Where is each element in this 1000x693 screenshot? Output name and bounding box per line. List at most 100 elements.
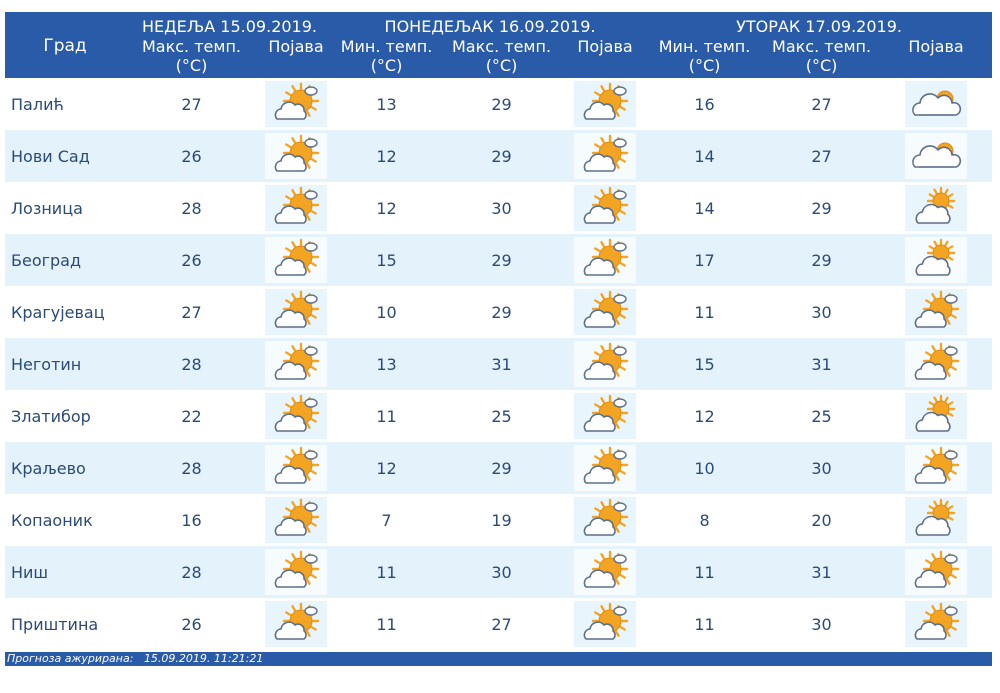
cloudy-icon <box>905 133 968 179</box>
sun-cloud-icon <box>574 341 637 387</box>
sun-cloud-icon <box>905 341 968 387</box>
city-name: Крагујевац <box>5 286 125 338</box>
table-row: Београд 26 15 29 17 29 <box>5 234 993 286</box>
table-row: Нови Сад 26 12 29 14 27 <box>5 130 993 182</box>
day2-weather-header: Појава <box>564 37 647 78</box>
day3-max-temp: 29 <box>763 182 881 234</box>
day3-max-temp: 27 <box>763 78 881 130</box>
city-name: Приштина <box>5 598 125 650</box>
day2-min-temp-header: Мин. темп. (°C) <box>334 37 440 78</box>
day2-min-temp: 11 <box>334 390 440 442</box>
city-name: Београд <box>5 234 125 286</box>
day3-max-temp: 30 <box>763 286 881 338</box>
table-row: Приштина 26 11 27 11 30 <box>5 598 993 650</box>
partly-cloudy-icon <box>905 185 968 231</box>
day3-weather-icon-cell <box>880 182 993 234</box>
day2-weather-icon-cell <box>564 182 647 234</box>
sun-cloud-icon <box>905 601 968 647</box>
day1-weather-icon-cell <box>258 130 335 182</box>
sun-cloud-icon <box>265 445 327 491</box>
table-row: Крагујевац 27 10 29 11 30 <box>5 286 993 338</box>
day3-weather-icon-cell <box>880 390 993 442</box>
day2-weather-icon-cell <box>564 442 647 494</box>
day2-title: ПОНЕДЕЉАК 16.09.2019. <box>334 12 647 37</box>
forecast-table: Град НЕДЕЉА 15.09.2019. ПОНЕДЕЉАК 16.09.… <box>5 12 993 650</box>
day1-max-temp: 26 <box>125 234 258 286</box>
day1-max-temp: 27 <box>125 78 258 130</box>
day3-max-temp: 27 <box>763 130 881 182</box>
partly-cloudy-icon <box>905 393 968 439</box>
city-name: Нови Сад <box>5 130 125 182</box>
day3-min-temp: 10 <box>646 442 764 494</box>
sun-cloud-icon <box>265 237 327 283</box>
sun-cloud-icon <box>265 549 327 595</box>
day1-weather-icon-cell <box>258 390 335 442</box>
day3-min-temp: 15 <box>646 338 764 390</box>
sun-cloud-icon <box>574 497 637 543</box>
day3-weather-icon-cell <box>880 442 993 494</box>
day2-min-temp: 12 <box>334 182 440 234</box>
table-row: Палић 27 13 29 16 27 <box>5 78 993 130</box>
day2-max-temp: 27 <box>439 598 565 650</box>
table-row: Краљево 28 12 29 10 30 <box>5 442 993 494</box>
day2-max-temp: 29 <box>439 234 565 286</box>
day2-max-temp: 29 <box>439 286 565 338</box>
day2-max-temp: 19 <box>439 494 565 546</box>
day3-max-temp: 25 <box>763 390 881 442</box>
sun-cloud-icon <box>574 133 637 179</box>
forecast-table-container: Град НЕДЕЉА 15.09.2019. ПОНЕДЕЉАК 16.09.… <box>5 12 993 650</box>
day3-min-temp: 11 <box>646 546 764 598</box>
day3-min-temp: 16 <box>646 78 764 130</box>
footer-timestamp: 15.09.2019. 11:21:21 <box>143 652 264 665</box>
table-row: Неготин 28 13 31 15 31 <box>5 338 993 390</box>
day2-min-temp: 7 <box>334 494 440 546</box>
day2-weather-icon-cell <box>564 390 647 442</box>
day2-max-temp: 29 <box>439 442 565 494</box>
day2-min-temp: 12 <box>334 130 440 182</box>
day2-max-temp: 25 <box>439 390 565 442</box>
day2-weather-icon-cell <box>564 338 647 390</box>
day1-weather-icon-cell <box>258 182 335 234</box>
day1-weather-icon-cell <box>258 546 335 598</box>
day3-weather-icon-cell <box>880 234 993 286</box>
sun-cloud-icon <box>905 289 968 335</box>
day2-min-temp: 10 <box>334 286 440 338</box>
day1-max-temp: 26 <box>125 130 258 182</box>
day1-max-temp: 27 <box>125 286 258 338</box>
table-row: Ниш 28 11 30 11 31 <box>5 546 993 598</box>
city-name: Копаоник <box>5 494 125 546</box>
day1-title: НЕДЕЉА 15.09.2019. <box>125 12 335 37</box>
day2-min-temp: 12 <box>334 442 440 494</box>
sun-cloud-icon <box>574 237 637 283</box>
sun-cloud-icon <box>265 393 327 439</box>
day3-max-temp: 30 <box>763 598 881 650</box>
day3-min-temp: 14 <box>646 182 764 234</box>
day1-max-temp: 22 <box>125 390 258 442</box>
sun-cloud-icon <box>905 445 968 491</box>
sun-cloud-icon <box>265 81 327 127</box>
sun-cloud-icon <box>574 289 637 335</box>
day3-min-temp: 12 <box>646 390 764 442</box>
day2-min-temp: 13 <box>334 78 440 130</box>
day3-min-temp: 17 <box>646 234 764 286</box>
day3-title: УТОРАК 17.09.2019. <box>646 12 993 37</box>
day1-max-temp: 28 <box>125 338 258 390</box>
day1-weather-icon-cell <box>258 234 335 286</box>
sun-cloud-icon <box>265 133 327 179</box>
day3-max-temp-header: Макс. темп. (°C) <box>763 37 881 78</box>
city-column-header: Град <box>5 12 125 78</box>
city-name: Палић <box>5 78 125 130</box>
sun-cloud-icon <box>574 445 637 491</box>
day3-min-temp: 8 <box>646 494 764 546</box>
day3-weather-icon-cell <box>880 78 993 130</box>
day2-min-temp: 11 <box>334 546 440 598</box>
day2-weather-icon-cell <box>564 234 647 286</box>
day3-weather-icon-cell <box>880 598 993 650</box>
day2-min-temp: 13 <box>334 338 440 390</box>
day2-max-temp: 31 <box>439 338 565 390</box>
day1-weather-icon-cell <box>258 598 335 650</box>
day3-weather-icon-cell <box>880 338 993 390</box>
day1-weather-icon-cell <box>258 442 335 494</box>
day1-max-temp: 16 <box>125 494 258 546</box>
sun-cloud-icon <box>265 497 327 543</box>
